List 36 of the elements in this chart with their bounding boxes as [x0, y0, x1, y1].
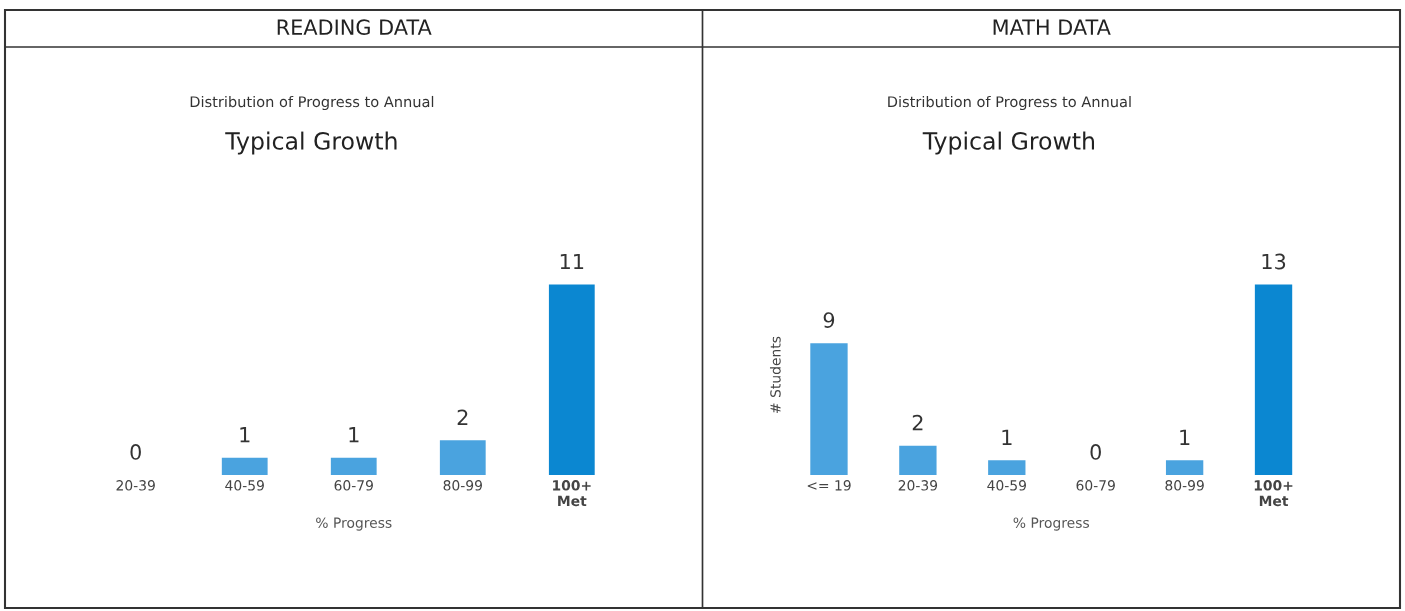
x-tick-label: 80-99: [1165, 480, 1204, 491]
bar: [810, 343, 848, 475]
x-axis-title: % Progress: [1013, 517, 1090, 531]
data-label: 0: [130, 444, 141, 460]
chart-title: MATH DATA: [993, 19, 1111, 35]
data-label: 1: [240, 427, 250, 443]
data-label: 9: [823, 312, 835, 328]
text: Typical Growth: [922, 131, 1095, 155]
data-label: 2: [912, 414, 923, 431]
x-tick-label: 100+ Met: [553, 480, 591, 507]
bar: [1254, 284, 1293, 475]
x-tick-label: 40-59: [987, 480, 1026, 491]
x-tick-label: 100+ Met: [1254, 480, 1293, 507]
data-label: 1: [349, 427, 359, 443]
bar: [899, 445, 937, 475]
x-tick-label: 60-79: [334, 480, 373, 491]
bar: [988, 460, 1026, 475]
data-label: 1: [1002, 429, 1012, 445]
data-label: 13: [1262, 253, 1286, 270]
x-tick-label: 40-59: [225, 480, 264, 491]
data-label: 0: [1090, 444, 1101, 460]
text: Typical Growth: [225, 131, 397, 155]
x-tick-label: 60-79: [1076, 480, 1115, 491]
bar: [1165, 460, 1204, 475]
chart-subtitle: Distribution of Progress to Annual: [190, 95, 434, 111]
chart-title: READING DATA: [277, 19, 432, 36]
y-axis-title: # Students: [769, 336, 781, 413]
x-tick-label: 20-39: [116, 480, 155, 491]
data-label: 1: [1180, 429, 1190, 445]
data-label: 11: [560, 253, 584, 270]
chart-subtitle: Distribution of Progress to Annual: [888, 95, 1131, 111]
data-label: 2: [457, 409, 468, 425]
x-tick-label: 80-99: [443, 480, 482, 491]
x-tick-label: 20-39: [898, 480, 938, 491]
x-axis-title: % Progress: [316, 517, 392, 531]
x-tick-label: <= 19: [807, 480, 851, 491]
